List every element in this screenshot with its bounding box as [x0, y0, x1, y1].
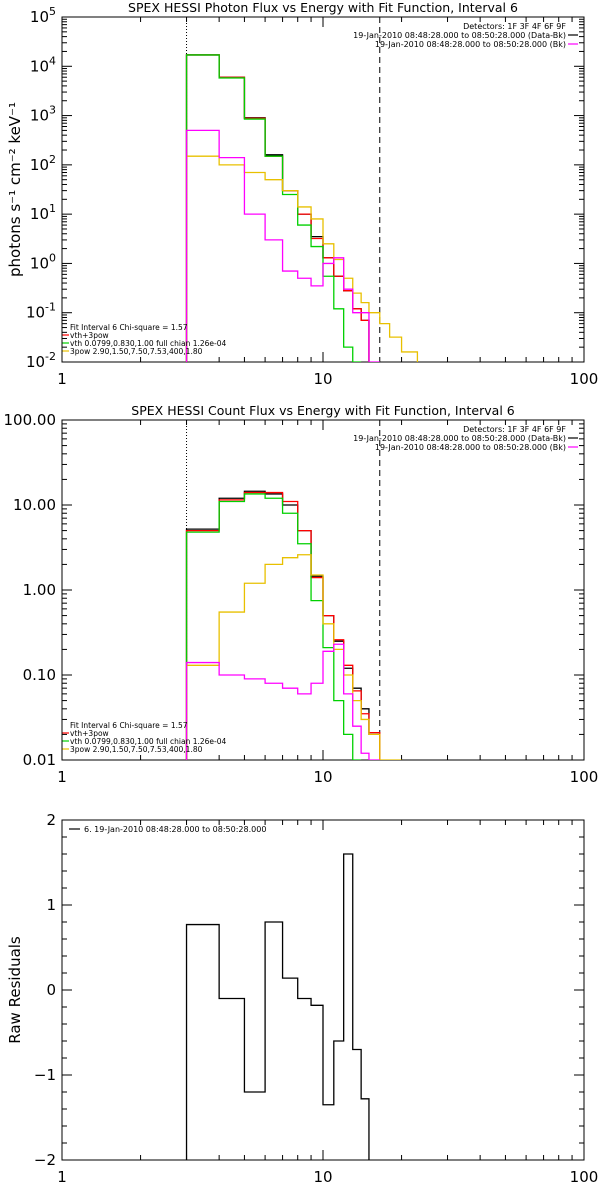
y-tick-label: 102 — [30, 153, 56, 174]
x-tick-label: 1 — [57, 1168, 67, 1186]
y-tick-label: 104 — [30, 54, 56, 75]
y-tick-label: 10-1 — [26, 301, 56, 322]
legend-top-entry: 6. 19-Jan-2010 08:48:28.000 to 08:50:28.… — [84, 825, 266, 834]
legend-bottom-entry: vth+3pow — [70, 729, 109, 738]
y-axis-label: Raw Residuals — [6, 936, 24, 1044]
legend-bottom-entry: Fit Interval 6 Chi-square = 1.57 — [70, 721, 188, 730]
y-tick-label: 101 — [30, 202, 56, 223]
y-tick-label: 0.10 — [23, 666, 56, 684]
x-tick-label: 10 — [313, 768, 332, 786]
y-axis-label: photons s⁻¹ cm⁻² keV⁻¹ — [6, 102, 24, 277]
series-4-line — [185, 155, 419, 362]
series-1-line — [185, 853, 370, 1160]
y-tick-label: 103 — [30, 104, 56, 125]
y-tick-label: −2 — [34, 1151, 56, 1169]
y-tick-label: 1.00 — [23, 581, 56, 599]
y-tick-label-exp: 5 — [49, 5, 56, 18]
series-3-line — [185, 493, 362, 760]
chart-title: SPEX HESSI Count Flux vs Energy with Fit… — [131, 403, 514, 418]
y-tick-label-exp: 2 — [49, 153, 56, 166]
legend-bottom-entry: 3pow 2.90,1.50,7.50,7.53,400,1.80 — [70, 745, 203, 754]
legend-top-entry: Detectors: 1F 3F 4F 6F 9F — [463, 425, 566, 434]
y-tick-label: 0.01 — [23, 751, 56, 769]
plot-frame — [61, 16, 585, 363]
y-tick-label-exp: -2 — [45, 350, 56, 363]
x-tick-label: 1 — [57, 370, 67, 388]
plot-frame — [61, 819, 585, 1161]
legend-top-entry: Detectors: 1F 3F 4F 6F 9F — [463, 22, 566, 31]
plot-area — [185, 853, 370, 1160]
legend-top-entry: 19-Jan-2010 08:48:28.000 to 08:50:28.000… — [375, 443, 566, 452]
y-tick-label: −1 — [34, 1066, 56, 1084]
y-tick-label-base: 10 — [30, 254, 49, 272]
y-tick-label-base: 10 — [30, 8, 49, 26]
legend-top-entry: 19-Jan-2010 08:48:28.000 to 08:50:28.000… — [353, 31, 566, 40]
y-tick-label-base: 10 — [26, 353, 45, 371]
legend-bottom-entry: 3pow 2.90,1.50,7.50,7.53,400,1.80 — [70, 347, 203, 356]
y-tick-label: 1 — [46, 896, 56, 914]
legend-top-entry: 19-Jan-2010 08:48:28.000 to 08:50:28.000… — [375, 40, 566, 49]
legend-bottom-entry: vth+3pow — [70, 331, 109, 340]
y-tick-label-base: 10 — [30, 107, 49, 125]
y-tick-label: 100.00 — [4, 411, 57, 429]
x-tick-label: 10 — [313, 1168, 332, 1186]
y-tick-label-exp: 1 — [49, 202, 56, 215]
x-tick-label: 1 — [57, 768, 67, 786]
x-tick-label: 10 — [313, 370, 332, 388]
y-tick-label-base: 10 — [26, 304, 45, 322]
y-tick-label-base: 10 — [30, 57, 49, 75]
y-tick-label-exp: -1 — [45, 301, 56, 314]
chart-panel-3: 1 10 100 −2 −1 0 1 2 Raw Residuals 6. 19-Jan-2010… — [6, 811, 598, 1186]
y-tick-label-base: 10 — [30, 205, 49, 223]
legend-bottom-entry: vth 0.0799,0.830,1.00 full chian 1.26e-0… — [70, 339, 227, 348]
y-tick-label-base: 10 — [30, 156, 49, 174]
chart-title: SPEX HESSI Photon Flux vs Energy with Fi… — [128, 0, 518, 15]
y-tick-label: 10.00 — [13, 496, 56, 514]
y-tick-label-exp: 4 — [49, 54, 56, 67]
legend-bottom-entry: Fit Interval 6 Chi-square = 1.57 — [70, 323, 188, 332]
series-5-line — [185, 643, 380, 760]
series-4-line — [185, 554, 402, 760]
series-2-line — [185, 54, 370, 362]
x-tick-label: 100 — [570, 370, 599, 388]
plot-area — [185, 54, 419, 362]
y-tick-label-exp: 3 — [49, 104, 56, 117]
x-tick-label: 100 — [570, 1168, 599, 1186]
y-tick-label: 2 — [46, 811, 56, 829]
plot-area — [185, 490, 402, 760]
y-tick-label: 0 — [46, 981, 56, 999]
y-tick-label: 105 — [30, 5, 56, 26]
series-5-line — [185, 129, 380, 362]
y-tick-label-exp: 0 — [49, 251, 56, 264]
legend-bottom-entry: vth 0.0799,0.830,1.00 full chian 1.26e-0… — [70, 737, 227, 746]
series-3-line — [185, 54, 362, 362]
x-tick-label: 100 — [570, 768, 599, 786]
y-tick-label: 10-2 — [26, 350, 56, 371]
chart-panel-2: 1 10 100 0.01 0.10 1.00 10.00 100.00 SPEX HESSI … — [4, 403, 599, 786]
series-1-line — [185, 54, 370, 362]
y-tick-label: 100 — [30, 251, 56, 272]
legend-top-entry: 19-Jan-2010 08:48:28.000 to 08:50:28.000… — [353, 434, 566, 443]
